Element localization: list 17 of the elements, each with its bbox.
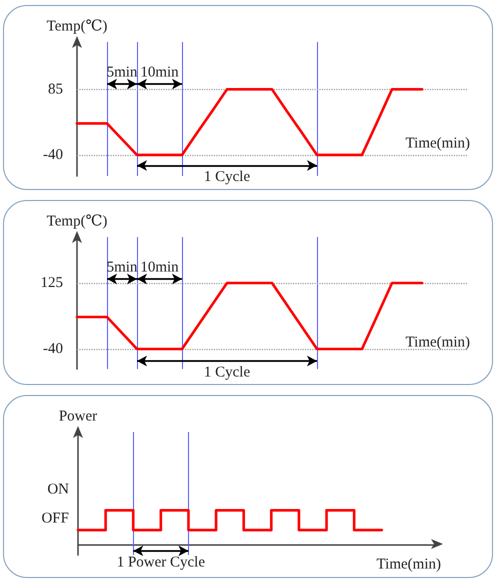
- annotation: 1 Cycle: [203, 364, 250, 380]
- annotation: 10min: [140, 259, 179, 275]
- y-axis-title: Power: [58, 408, 97, 424]
- x-axis-title: Time(min): [405, 334, 470, 350]
- text: ON: [46, 481, 69, 497]
- y-axis-title: Temp(℃): [46, 18, 107, 34]
- y-tick-label: 125: [40, 274, 62, 290]
- annotation: 1 Cycle: [203, 168, 250, 184]
- y-tick-label: -40: [42, 340, 62, 356]
- y-axis-title: Temp(℃): [46, 213, 107, 229]
- y-tick-label: 85: [48, 80, 62, 97]
- x-axis-title: Time(min): [376, 556, 441, 572]
- annotation: 10min: [140, 64, 179, 80]
- y-tick-label: -40: [42, 146, 62, 162]
- text: OFF: [40, 510, 68, 526]
- x-axis-title: Time(min): [405, 134, 470, 151]
- text: 1 Power Cycle: [116, 554, 205, 570]
